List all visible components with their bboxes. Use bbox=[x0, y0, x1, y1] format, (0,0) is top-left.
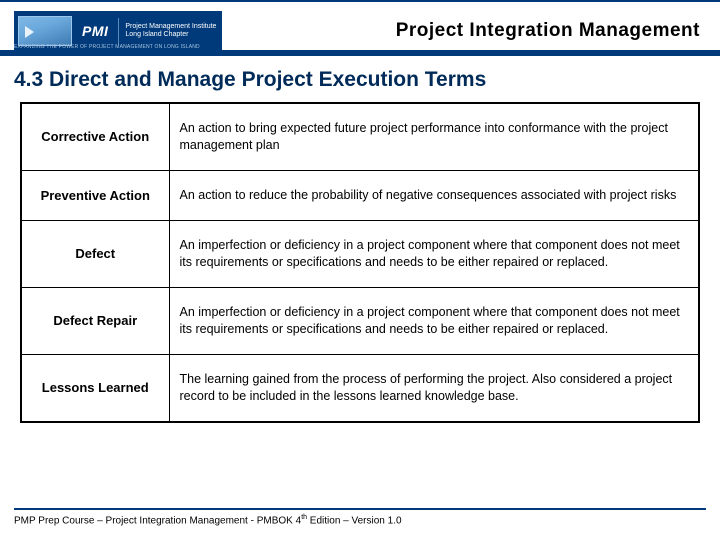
logo-graphic bbox=[18, 16, 72, 46]
term-cell: Lessons Learned bbox=[21, 354, 169, 421]
footer-text-before: PMP Prep Course – Project Integration Ma… bbox=[14, 515, 301, 526]
logo-acronym: PMI bbox=[78, 23, 112, 39]
term-cell: Preventive Action bbox=[21, 170, 169, 221]
definition-cell: The learning gained from the process of … bbox=[169, 354, 699, 421]
slide-footer: PMP Prep Course – Project Integration Ma… bbox=[0, 508, 720, 526]
logo-triangle-icon bbox=[25, 26, 34, 38]
terms-table-body: Corrective Action An action to bring exp… bbox=[21, 103, 699, 422]
table-row: Preventive Action An action to reduce th… bbox=[21, 170, 699, 221]
slide-container: PMI Project Management Institute Long Is… bbox=[0, 0, 720, 540]
term-cell: Defect bbox=[21, 221, 169, 288]
term-cell: Corrective Action bbox=[21, 103, 169, 170]
definition-cell: An action to bring expected future proje… bbox=[169, 103, 699, 170]
table-row: Corrective Action An action to bring exp… bbox=[21, 103, 699, 170]
definition-cell: An imperfection or deficiency in a proje… bbox=[169, 221, 699, 288]
logo-line2: Long Island Chapter bbox=[125, 31, 216, 39]
header-bottom-rule bbox=[0, 50, 720, 56]
definition-cell: An imperfection or deficiency in a proje… bbox=[169, 288, 699, 355]
table-row: Defect Repair An imperfection or deficie… bbox=[21, 288, 699, 355]
terms-table: Corrective Action An action to bring exp… bbox=[20, 102, 700, 423]
header-top-rule bbox=[0, 0, 720, 2]
slide-header: PMI Project Management Institute Long Is… bbox=[0, 0, 720, 56]
section-heading: 4.3 Direct and Manage Project Execution … bbox=[0, 56, 720, 102]
term-cell: Defect Repair bbox=[21, 288, 169, 355]
footer-text-after: Edition – Version 1.0 bbox=[307, 515, 402, 526]
logo-text-block: Project Management Institute Long Island… bbox=[125, 23, 216, 40]
table-row: Lessons Learned The learning gained from… bbox=[21, 354, 699, 421]
slide-title: Project Integration Management bbox=[396, 20, 706, 42]
definition-cell: An action to reduce the probability of n… bbox=[169, 170, 699, 221]
footer-text: PMP Prep Course – Project Integration Ma… bbox=[14, 514, 706, 526]
logo-separator bbox=[118, 18, 119, 44]
footer-rule bbox=[14, 508, 706, 510]
logo-line1: Project Management Institute bbox=[125, 23, 216, 31]
table-row: Defect An imperfection or deficiency in … bbox=[21, 221, 699, 288]
